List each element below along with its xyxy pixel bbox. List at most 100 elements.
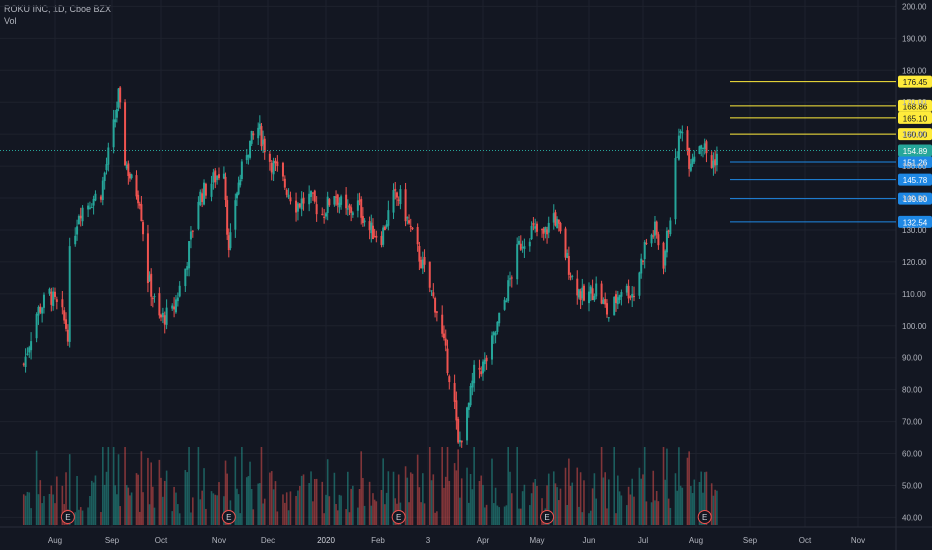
candle-body (432, 292, 435, 297)
volume-bar (373, 499, 376, 525)
volume-bar (640, 478, 642, 525)
candle-body (226, 200, 229, 235)
candle-body (483, 359, 486, 365)
candle-body (184, 268, 187, 287)
candle-body (655, 221, 658, 235)
candle-body (315, 204, 318, 215)
volume-bar (92, 482, 95, 525)
candle-body (99, 196, 102, 200)
volume-bar (468, 502, 470, 525)
candle-body (409, 225, 412, 228)
candle-body (627, 285, 630, 299)
volume-bar (446, 447, 449, 525)
volume-bar (237, 494, 240, 525)
volume-bar (370, 505, 373, 525)
price-axis[interactable]: 176.45 168.86 165.10 160.00 151.26 145.78 139.… (898, 2, 932, 522)
earnings-marker (540, 510, 555, 524)
volume-bar (160, 477, 162, 525)
candle-body (557, 219, 560, 224)
candle-body (189, 231, 192, 240)
volume-bar (190, 512, 192, 525)
volume-bar (466, 467, 468, 525)
volume-bar (382, 458, 384, 525)
volume-bar (125, 485, 128, 525)
volume-bar (223, 496, 225, 525)
volume-bar (360, 451, 363, 525)
price-tick-label: 70.00 (902, 418, 923, 427)
volume-bar (547, 473, 550, 525)
volume-bar (593, 473, 596, 525)
volume-bar (165, 470, 168, 525)
candle-body (591, 288, 594, 301)
candle-body (370, 222, 373, 234)
candle-body (705, 141, 708, 154)
candle-body (77, 215, 80, 225)
candle-body (138, 203, 141, 206)
candle-body (546, 229, 549, 235)
volume-bar (581, 512, 584, 525)
candle-body (571, 275, 574, 277)
price-tick-label: 120.00 (902, 258, 927, 267)
time-tick-label: 3 (426, 536, 431, 545)
candle-body (308, 193, 311, 205)
candle-body (268, 153, 271, 162)
volume-bar (478, 480, 481, 525)
candle-body (421, 259, 424, 269)
candle-body (503, 299, 506, 310)
candle-body (346, 208, 349, 210)
volume-bar (710, 483, 713, 525)
volume-bar (135, 473, 138, 525)
candle-body (296, 203, 299, 212)
earnings-marker-label: E (65, 513, 70, 522)
candle-body (48, 288, 51, 294)
candle-body (35, 314, 38, 339)
candle-body (52, 291, 55, 307)
volume-bar (691, 493, 694, 525)
volume-bar (188, 447, 190, 525)
candle-body (326, 196, 329, 213)
candle-body (467, 402, 470, 410)
candle-body (222, 173, 225, 179)
volume-bar (335, 504, 337, 525)
candle-body (137, 194, 140, 204)
candle-body (547, 222, 550, 233)
volume-bar (212, 493, 215, 525)
price-tick-label: 200.00 (902, 2, 927, 11)
time-tick-label: Jun (583, 536, 596, 545)
support-level-label: 132.54 (903, 218, 928, 227)
candle-body (453, 383, 456, 402)
support-level-label-box (898, 215, 932, 228)
time-axis[interactable]: Aug Sep Oct Nov Dec 2020 Feb 3 Apr May Jun Jul Aug Se… (48, 536, 865, 545)
volume-bar (186, 472, 188, 525)
volume-bar (529, 505, 531, 525)
candle-body (559, 223, 562, 232)
volume-bar (448, 480, 451, 525)
volume-bar (629, 494, 632, 525)
candle-body (657, 234, 660, 246)
volume-bar (184, 470, 187, 525)
volume-bar (688, 451, 690, 525)
volume-bar (78, 509, 80, 525)
candle-body (283, 178, 286, 188)
candle-body (521, 247, 524, 249)
time-tick-label: Dec (261, 536, 275, 545)
volume-bar (177, 504, 179, 525)
candle-body (252, 133, 255, 136)
volume-bar (590, 510, 592, 525)
volume-bar (460, 478, 463, 525)
volume-bar (323, 513, 325, 525)
resistance-level-label: 160.00 (903, 131, 928, 140)
support-level-label: 145.78 (903, 176, 928, 185)
candle-body (174, 299, 177, 313)
candle-body (88, 207, 91, 209)
candle-body (643, 242, 646, 260)
volume-bar (642, 474, 644, 525)
candle-body (335, 196, 338, 198)
volume-bar (655, 490, 658, 525)
volume-bar (52, 494, 54, 525)
candle-body (142, 222, 145, 235)
volume-bar (441, 447, 443, 525)
volume-bar (35, 450, 38, 525)
